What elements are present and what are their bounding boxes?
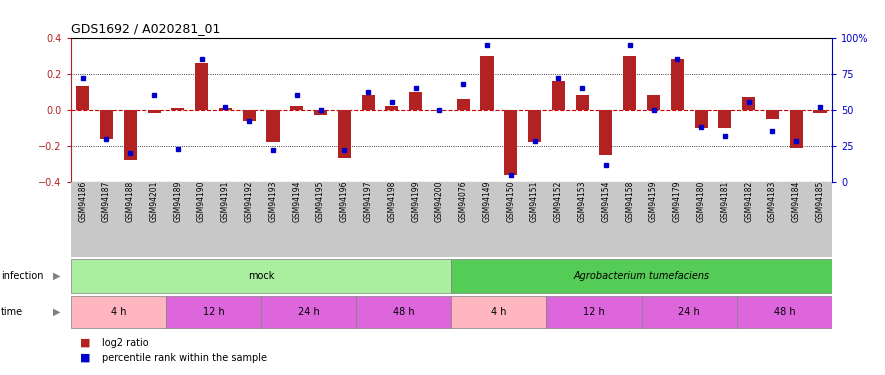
Text: 48 h: 48 h bbox=[393, 307, 414, 317]
Bar bbox=[789, 110, 803, 148]
Bar bbox=[338, 110, 350, 158]
Bar bbox=[76, 86, 89, 109]
Bar bbox=[148, 110, 160, 113]
Bar bbox=[362, 95, 374, 109]
Text: mock: mock bbox=[248, 271, 274, 280]
Bar bbox=[219, 108, 232, 109]
Bar bbox=[743, 97, 755, 109]
Text: 48 h: 48 h bbox=[773, 307, 795, 317]
Bar bbox=[642, 296, 737, 328]
Text: 12 h: 12 h bbox=[583, 307, 605, 317]
Bar bbox=[71, 259, 451, 292]
Bar bbox=[481, 56, 494, 110]
Bar bbox=[314, 110, 327, 115]
Text: GDS1692 / A020281_01: GDS1692 / A020281_01 bbox=[71, 22, 220, 35]
Text: 4 h: 4 h bbox=[491, 307, 507, 317]
Bar bbox=[547, 296, 642, 328]
Text: 12 h: 12 h bbox=[203, 307, 225, 317]
Text: Agrobacterium tumefaciens: Agrobacterium tumefaciens bbox=[573, 271, 710, 280]
Text: 24 h: 24 h bbox=[678, 307, 700, 317]
Bar bbox=[409, 92, 422, 110]
Bar bbox=[195, 63, 208, 110]
Bar bbox=[172, 108, 184, 109]
Bar bbox=[647, 95, 660, 109]
Text: ▶: ▶ bbox=[53, 271, 60, 280]
Text: time: time bbox=[1, 307, 23, 317]
Bar bbox=[504, 110, 518, 175]
Bar bbox=[266, 110, 280, 142]
Bar bbox=[623, 56, 636, 110]
Bar bbox=[290, 106, 304, 109]
Bar bbox=[356, 296, 451, 328]
Bar bbox=[575, 95, 589, 109]
Bar bbox=[71, 296, 166, 328]
Text: ■: ■ bbox=[80, 353, 90, 363]
Bar bbox=[457, 99, 470, 109]
Bar bbox=[813, 110, 827, 113]
Bar bbox=[695, 110, 708, 128]
Text: 24 h: 24 h bbox=[297, 307, 319, 317]
Bar bbox=[261, 296, 356, 328]
Text: ▶: ▶ bbox=[53, 307, 60, 317]
Bar bbox=[671, 59, 684, 110]
Text: percentile rank within the sample: percentile rank within the sample bbox=[102, 353, 266, 363]
Bar bbox=[766, 110, 779, 119]
Text: 4 h: 4 h bbox=[111, 307, 127, 317]
Bar bbox=[124, 110, 137, 160]
Bar bbox=[528, 110, 541, 142]
Text: infection: infection bbox=[1, 271, 43, 280]
Bar bbox=[451, 296, 547, 328]
Bar bbox=[166, 296, 261, 328]
Bar bbox=[242, 110, 256, 120]
Text: ■: ■ bbox=[80, 338, 90, 348]
Bar bbox=[719, 110, 731, 128]
Bar bbox=[433, 110, 446, 111]
Bar bbox=[737, 296, 832, 328]
Bar bbox=[385, 106, 398, 109]
Bar bbox=[599, 110, 612, 155]
Text: log2 ratio: log2 ratio bbox=[102, 338, 149, 348]
Bar bbox=[451, 259, 832, 292]
Bar bbox=[552, 81, 565, 110]
Bar bbox=[100, 110, 113, 139]
